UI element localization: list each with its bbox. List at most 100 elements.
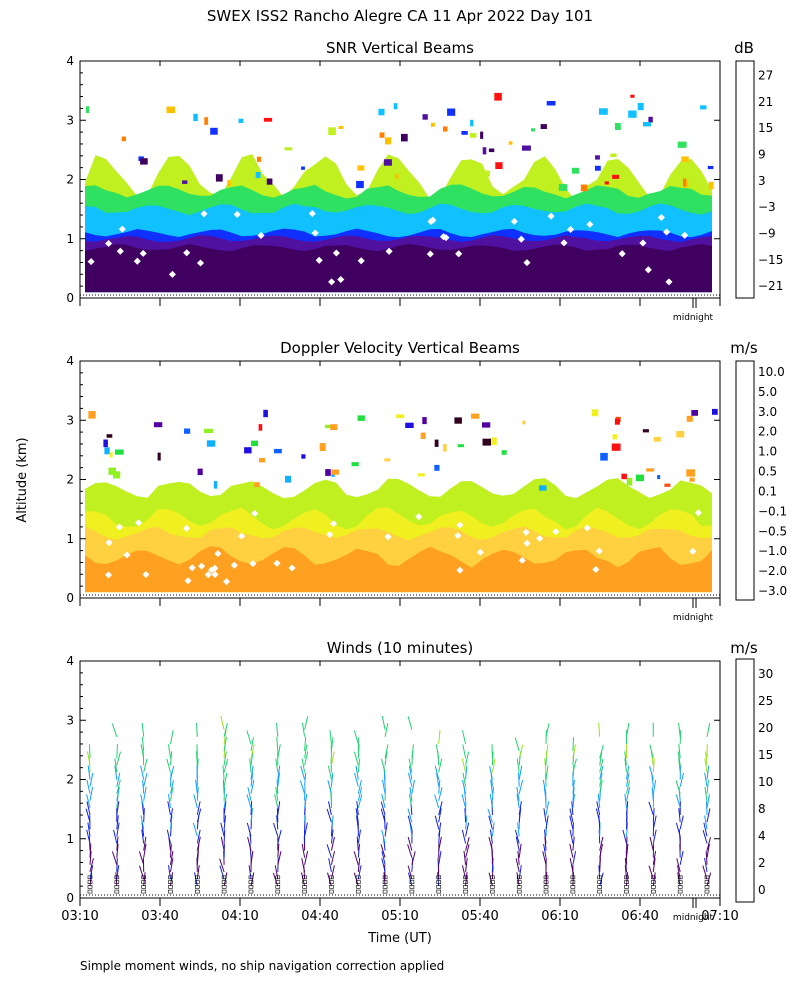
- colorbar-label: 8: [758, 802, 766, 816]
- data-gap: [168, 270, 176, 278]
- wind-barb: [572, 786, 575, 801]
- y-tick-label: 4: [66, 354, 74, 368]
- wind-barb: [652, 857, 656, 872]
- wind-barb: [382, 779, 386, 794]
- wind-barb: [357, 865, 362, 880]
- wind-barb: [170, 850, 174, 865]
- wind-barb: [222, 765, 225, 780]
- wind-barb: [302, 722, 306, 737]
- data-gap: [455, 250, 463, 258]
- wind-barb: [489, 794, 493, 808]
- wind-barb: [408, 758, 413, 773]
- wind-barb: [704, 772, 708, 787]
- wind-barb: [518, 808, 522, 823]
- barb-base-marker: [141, 889, 146, 894]
- wind-barb: [113, 829, 118, 844]
- data-gap: [427, 217, 435, 226]
- heatmap-layers: [85, 408, 718, 593]
- wind-barb: [679, 850, 684, 865]
- barb-base-marker: [168, 875, 173, 880]
- snr-units: dB: [734, 39, 754, 57]
- wind-barb: [247, 836, 252, 851]
- wind-barb: [652, 808, 655, 823]
- wind-barb: [434, 765, 440, 780]
- echo-speck: [621, 473, 627, 480]
- wind-barb: [438, 801, 443, 816]
- colorbar-label: 0.1: [758, 485, 777, 499]
- barb-base-marker: [114, 889, 120, 894]
- wind-barb: [491, 751, 494, 766]
- wind-barb: [438, 822, 442, 837]
- wind-barb: [354, 772, 359, 787]
- wind-barb: [246, 794, 252, 809]
- echo-speck: [357, 415, 365, 421]
- wind-barb: [597, 793, 601, 808]
- wind-barb: [166, 829, 171, 844]
- data-gap: [332, 249, 340, 257]
- echo-speck: [330, 424, 338, 431]
- wind-barb: [624, 758, 627, 773]
- wind-barb: [328, 801, 332, 816]
- wind-barb: [357, 758, 361, 773]
- echo-speck: [614, 418, 620, 425]
- barb-base-marker: [624, 875, 629, 880]
- wind-barb: [488, 836, 493, 851]
- wind-barb: [462, 730, 467, 745]
- x-tick-label: 04:10: [221, 909, 258, 924]
- wind-barb: [327, 872, 332, 887]
- wind-barb: [301, 843, 306, 858]
- barb-base-marker: [195, 889, 200, 894]
- echo-speck: [422, 114, 428, 120]
- wind-barb: [491, 822, 495, 837]
- wind-barb: [624, 793, 627, 808]
- echo-speck: [683, 178, 687, 187]
- data-gap: [357, 257, 365, 265]
- wind-barb: [545, 723, 550, 737]
- wind-barb: [89, 865, 94, 880]
- echo-speck: [626, 477, 633, 486]
- wind-barb: [384, 751, 388, 766]
- wind-barb: [246, 822, 252, 837]
- x-tick-label: 03:40: [141, 909, 178, 924]
- wind-barb: [516, 758, 520, 773]
- y-axis: 0 1 2 3 4: [66, 654, 720, 905]
- echo-speck: [263, 117, 273, 122]
- wind-barb: [465, 844, 470, 858]
- wind-barb: [598, 722, 601, 737]
- echo-speck: [712, 408, 718, 415]
- wind-barb: [598, 829, 601, 844]
- wind-barb: [143, 758, 148, 773]
- echo-speck: [356, 180, 364, 189]
- wind-barb: [678, 722, 681, 737]
- data-gap: [233, 210, 241, 218]
- wind-barb: [515, 836, 520, 851]
- echo-speck: [488, 148, 495, 153]
- wind-barb: [275, 758, 279, 773]
- wind-barb: [490, 779, 493, 794]
- wind-barb: [705, 850, 708, 865]
- x-tick-label: 06:10: [541, 909, 578, 924]
- wind-barb: [462, 865, 467, 880]
- wind-barb: [140, 744, 145, 759]
- wind-barb: [384, 744, 389, 759]
- midnight-label: midnight: [673, 913, 714, 923]
- data-gap: [251, 509, 259, 517]
- data-gap: [523, 259, 531, 267]
- echo-speck: [482, 422, 491, 428]
- wind-barb: [116, 744, 118, 759]
- wind-barb: [706, 765, 710, 780]
- snr-panel: SNR Vertical Beams dB 0 1 2 3 4 midnight 27 21 1…: [66, 39, 783, 323]
- wind-barb: [488, 815, 493, 830]
- wind-barb: [542, 851, 547, 865]
- wind-barb: [704, 758, 708, 773]
- colorbar-label: 20: [758, 721, 773, 735]
- data-gap: [204, 571, 212, 579]
- wind-barb: [408, 765, 413, 780]
- wind-barb: [381, 858, 386, 873]
- echo-speck: [285, 475, 291, 483]
- barb-base-marker: [651, 880, 656, 884]
- wind-barb: [569, 829, 574, 844]
- wind-barb: [706, 779, 709, 794]
- wind-barb: [357, 829, 361, 844]
